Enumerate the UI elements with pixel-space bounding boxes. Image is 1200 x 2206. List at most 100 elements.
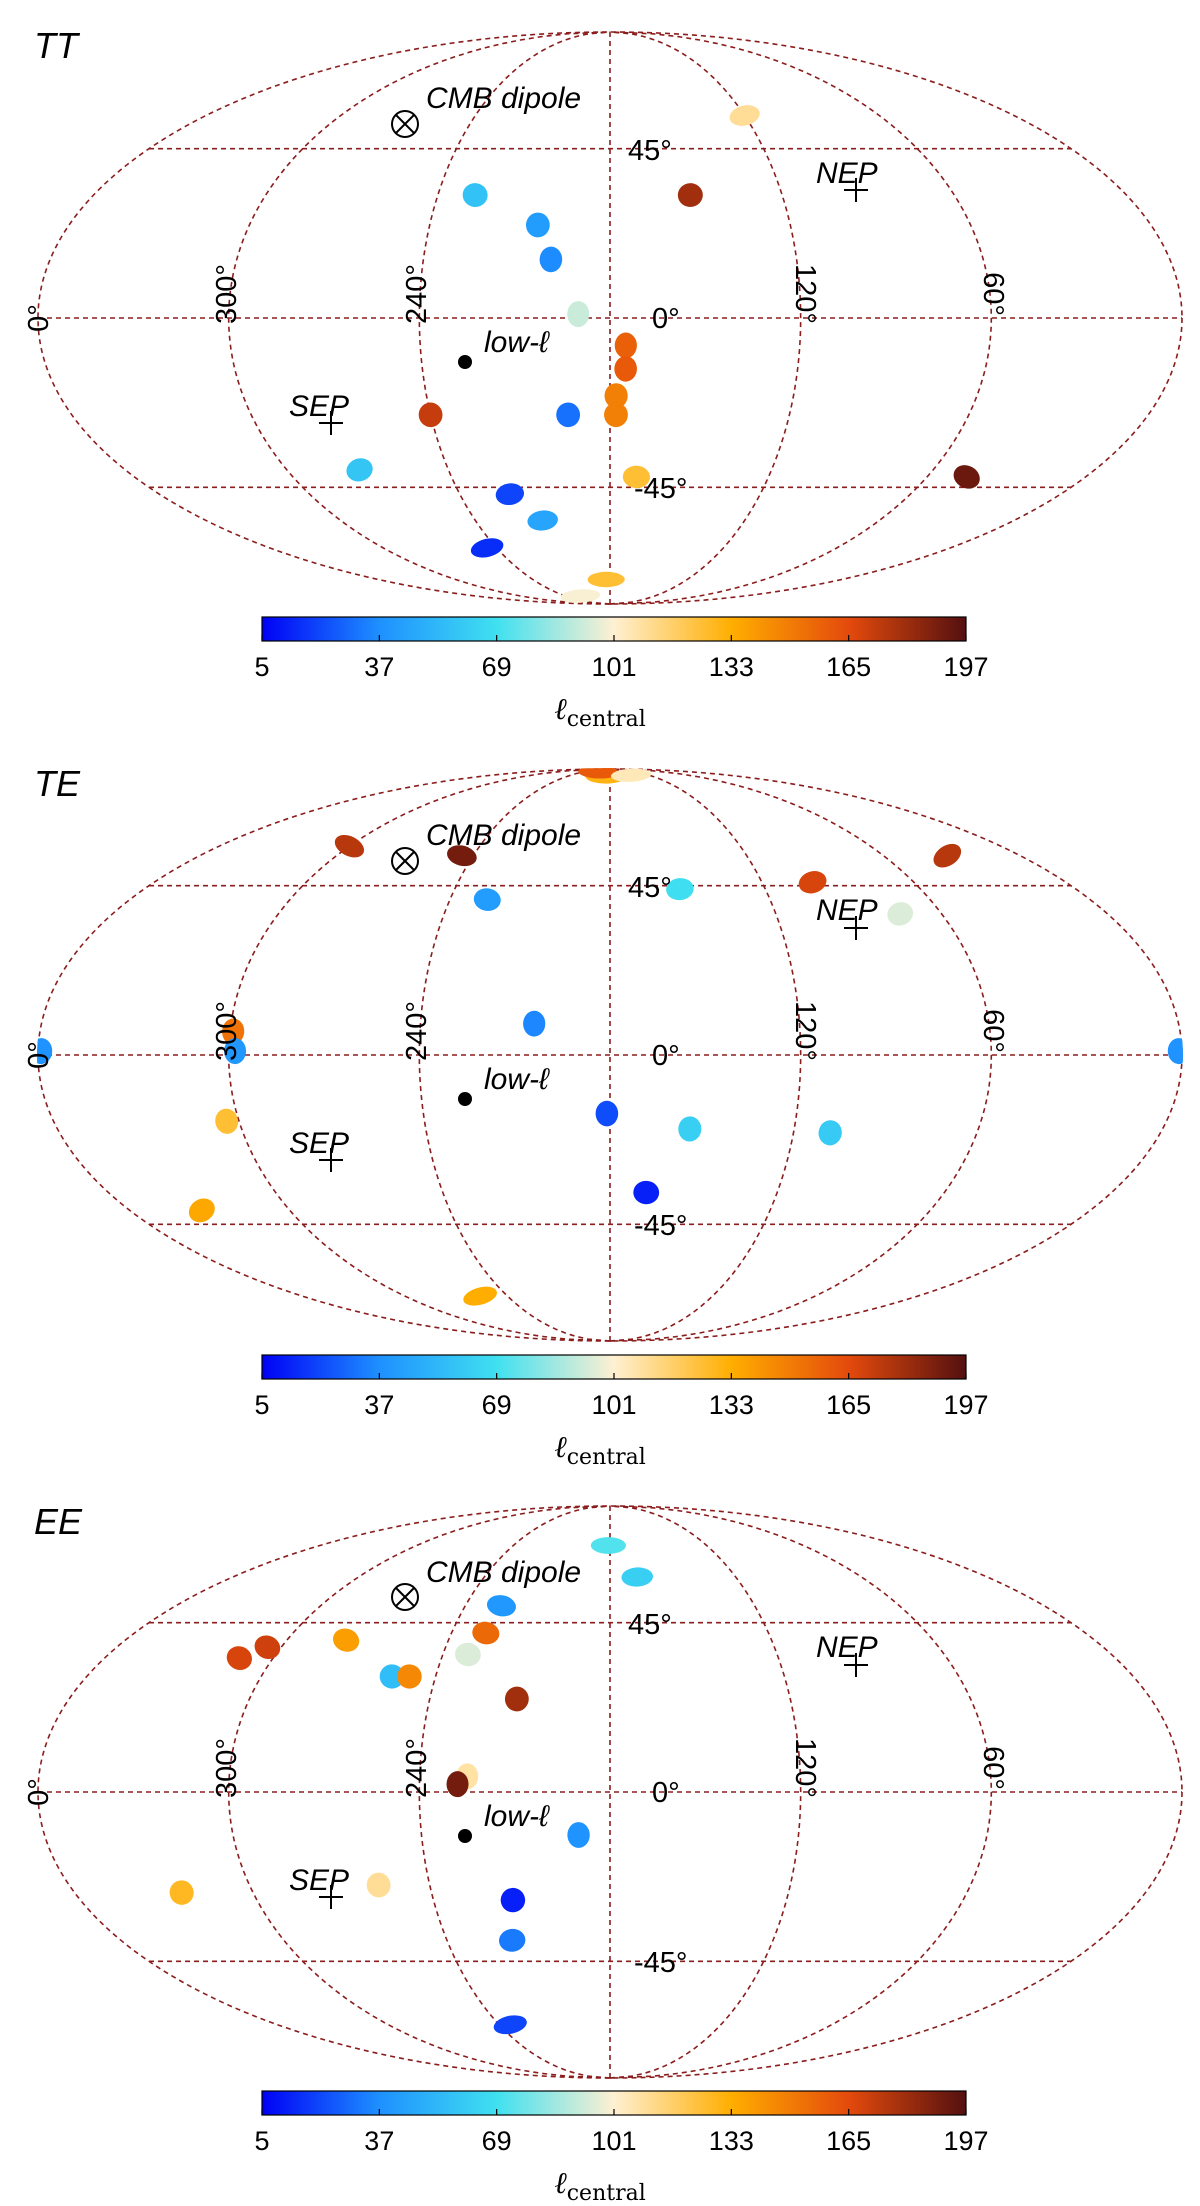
data-point	[222, 1018, 245, 1045]
data-point	[379, 1664, 405, 1689]
lon-60-label: 60°	[977, 272, 1009, 316]
cmb-dipole-marker	[391, 1583, 419, 1611]
meridian-line	[609, 768, 802, 1342]
map-boundary	[37, 1505, 1183, 2079]
nep-label: NEP	[816, 894, 878, 927]
data-point	[567, 301, 590, 328]
cmb-dipole-marker	[391, 847, 419, 875]
meridian-line	[227, 31, 611, 605]
lon-0-label: 0°	[23, 304, 55, 332]
data-point	[798, 871, 827, 894]
lon-60-label: 60°	[977, 1746, 1009, 1790]
lat-0-label: 0°	[652, 1040, 680, 1072]
nep-marker	[844, 1653, 868, 1677]
meridian-line	[609, 31, 802, 605]
lon-240-label: 240°	[401, 1738, 433, 1798]
lon-0-label: 0°	[23, 1041, 55, 1069]
low-l-marker	[458, 1829, 472, 1843]
data-point	[169, 1880, 194, 1905]
data-point	[604, 383, 628, 409]
data-point	[953, 465, 980, 489]
sep-label: SEP	[289, 1864, 349, 1897]
sep-marker	[319, 1885, 343, 1909]
data-point	[567, 1822, 590, 1848]
data-point	[470, 538, 504, 558]
nep-label: NEP	[816, 1631, 878, 1664]
meridian-line	[609, 1505, 993, 2079]
nep-marker	[844, 916, 868, 940]
data-point	[595, 1100, 619, 1127]
low-l-label: low-ℓ	[484, 326, 550, 359]
lon-60-label: 60°	[977, 1009, 1009, 1053]
lon-300-label: 300°	[211, 1001, 243, 1061]
data-point	[455, 1642, 481, 1667]
lat-45-label: 45°	[628, 135, 672, 167]
data-point	[560, 589, 601, 603]
panel-tt: TT CMB dipole NEP SEP low-ℓ 45° 0° -45° …	[23, 25, 1183, 732]
data-point	[621, 1567, 654, 1587]
data-point	[633, 1180, 660, 1205]
meridian-line	[418, 31, 611, 605]
low-l-label: low-ℓ	[484, 1800, 550, 1833]
low-l-marker	[458, 1092, 472, 1106]
colorbar-tick-label: 69	[482, 2126, 512, 2156]
colorbar-tick-label: 101	[591, 1390, 636, 1420]
nep-label: NEP	[816, 157, 878, 190]
data-point	[499, 1928, 526, 1952]
data-point	[1167, 1038, 1183, 1065]
data-point	[495, 483, 524, 506]
lat-0-label: 0°	[652, 303, 680, 335]
colorbar-te: 5 37 69 101 133 165 197 ℓcentral	[254, 1354, 989, 1470]
data-point	[933, 843, 962, 868]
panel-te-points	[37, 768, 1183, 1306]
meridian-line	[227, 1505, 611, 2079]
meridian-line	[609, 1505, 802, 2079]
sep-marker	[319, 411, 343, 435]
colorbar-tick-label: 133	[709, 652, 754, 682]
data-point	[366, 1872, 391, 1898]
lon-300-label: 300°	[211, 264, 243, 324]
data-point	[493, 2015, 527, 2035]
colorbar-tick-label: 69	[482, 1390, 512, 1420]
nep-marker	[844, 178, 868, 202]
colorbar-axis-label: ℓcentral	[554, 692, 646, 732]
sep-marker	[319, 1148, 343, 1172]
sep-label: SEP	[289, 390, 349, 423]
low-l-marker	[458, 355, 472, 369]
data-point	[622, 465, 651, 489]
data-point	[525, 212, 550, 238]
data-point	[614, 356, 637, 382]
colorbar-tick-label: 197	[943, 2126, 988, 2156]
map-boundary	[37, 31, 1183, 605]
data-point	[614, 332, 637, 359]
colorbar-tick-label: 101	[591, 2126, 636, 2156]
data-point	[677, 183, 703, 207]
data-point	[472, 1621, 500, 1645]
lat-45-label: 45°	[628, 872, 672, 904]
colorbar-tick-label: 5	[254, 652, 269, 682]
data-point	[224, 1038, 247, 1065]
data-point	[446, 1771, 469, 1798]
colorbar-tick-label: 5	[254, 1390, 269, 1420]
data-point	[346, 458, 373, 482]
meridian-line	[609, 31, 993, 605]
colorbar-tick-label: 165	[826, 652, 871, 682]
data-point	[215, 1108, 239, 1134]
colorbar-tick-label: 101	[591, 652, 636, 682]
lat-minus45-label: -45°	[634, 1947, 688, 1979]
meridian-line	[609, 768, 993, 1342]
data-point	[462, 183, 488, 207]
data-point	[447, 845, 477, 867]
data-point	[729, 105, 760, 126]
colorbar-tt: 5 37 69 101 133 165 197 ℓcentral	[254, 616, 989, 732]
lat-minus45-label: -45°	[634, 473, 688, 505]
lon-240-label: 240°	[401, 1001, 433, 1061]
lon-0-label: 0°	[23, 1778, 55, 1806]
data-point	[818, 1120, 842, 1146]
colorbar-tick-label: 69	[482, 652, 512, 682]
data-point	[334, 834, 365, 858]
data-point	[678, 1116, 702, 1142]
lon-120-label: 120°	[789, 1738, 821, 1798]
data-point	[500, 1887, 526, 1913]
